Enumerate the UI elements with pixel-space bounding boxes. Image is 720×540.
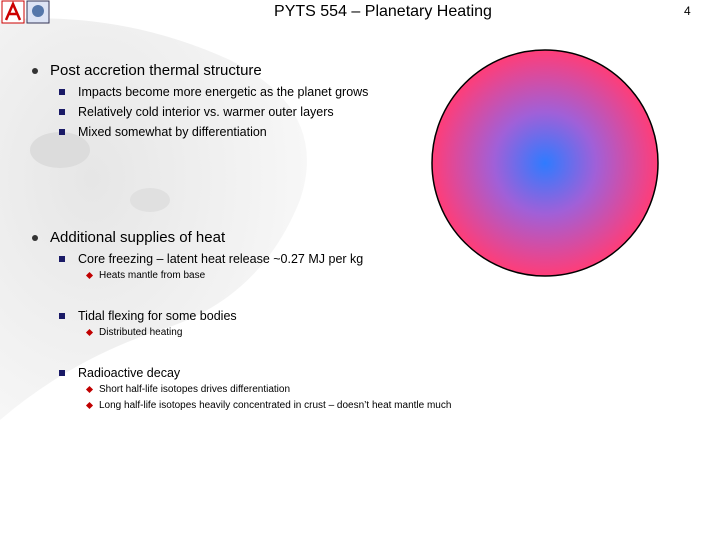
sub-bullet-text: Tidal flexing for some bodies	[78, 309, 237, 323]
planet-diagram	[431, 49, 659, 277]
crater	[130, 188, 170, 212]
bullet-marker	[32, 235, 38, 241]
sub-sub-bullet-text: Heats mantle from base	[99, 270, 206, 281]
logo-mark	[32, 5, 44, 17]
sub-sub-bullet-text: Long half-life isotopes heavily concentr…	[99, 400, 452, 411]
bullet-marker	[32, 68, 38, 74]
page-number: 4	[684, 4, 691, 18]
bullet-text: Additional supplies of heat	[50, 229, 226, 246]
sub-bullet-marker	[59, 129, 65, 135]
sub-bullet-text: Relatively cold interior vs. warmer oute…	[78, 105, 334, 119]
sub-sub-bullet-text: Distributed heating	[99, 327, 183, 338]
sub-bullet-marker	[59, 89, 65, 95]
crater	[30, 132, 90, 168]
sub-bullet-marker	[59, 109, 65, 115]
slide-title: PYTS 554 – Planetary Heating	[274, 3, 492, 20]
bullet-text: Post accretion thermal structure	[50, 62, 262, 79]
sub-bullet-marker	[59, 313, 65, 319]
sub-bullet-marker	[59, 256, 65, 262]
sub-sub-bullet-text: Short half-life isotopes drives differen…	[99, 384, 291, 395]
asteroid-image	[0, 18, 307, 420]
sub-bullet-text: Radioactive decay	[78, 366, 181, 380]
sub-bullet-marker	[59, 370, 65, 376]
sub-bullet-text: Impacts become more energetic as the pla…	[78, 85, 369, 99]
logo-a	[4, 0, 22, 21]
sub-bullet-text: Mixed somewhat by differentiation	[78, 125, 267, 139]
sub-bullet-text: Core freezing – latent heat release ~0.2…	[78, 252, 364, 266]
